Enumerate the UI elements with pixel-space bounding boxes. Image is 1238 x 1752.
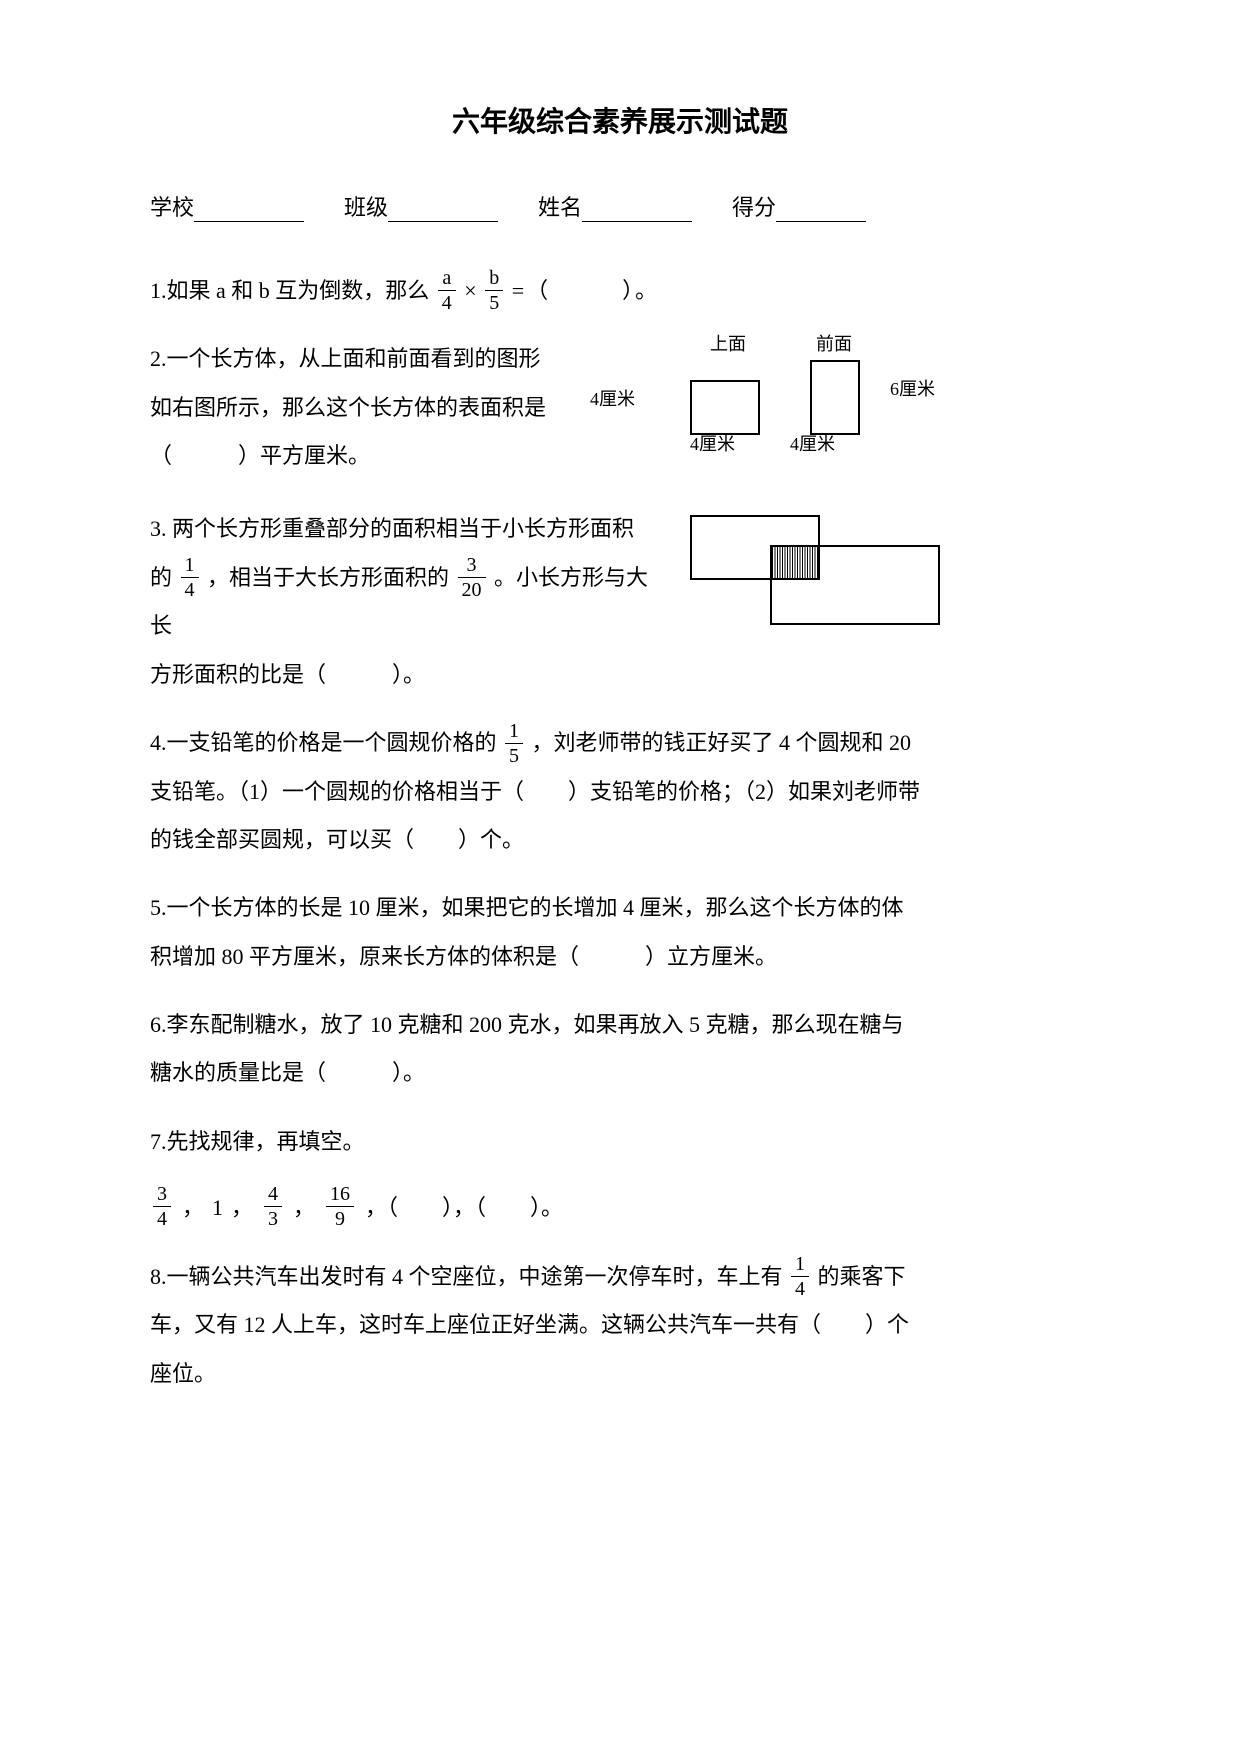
frac-den: 20 [458,578,486,600]
header-row: 学校 班级 姓名 得分 [150,190,1090,222]
q6-line2: 糖水的质量比是（ ）。 [150,1049,1090,1097]
q2-bottom-labels: 4厘米 4厘米 [690,425,835,465]
question-1: 1.如果 a 和 b 互为倒数，那么 a 4 × b 5 =（ ）。 [150,267,1090,315]
q7-blanks: ，（ ），（ ）。 [365,1184,563,1232]
question-8: 8.一辆公共汽车出发时有 4 个空座位，中途第一次停车时，车上有 1 4 的乘客… [150,1253,1090,1398]
question-7: 7.先找规律，再填空。 3 4 ， 1 ， 4 3 ， 16 9 ，（ ），（ … [150,1118,1090,1233]
q3-text: 3. 两个长方形重叠部分的面积相当于小长方形面积 的 1 4 ，相当于大长方形面… [150,505,670,699]
question-3: 3. 两个长方形重叠部分的面积相当于小长方形面积 的 1 4 ，相当于大长方形面… [150,505,1090,699]
q3-line3: 方形面积的比是（ ）。 [150,651,670,699]
comma: ， [231,1184,253,1232]
blank-school[interactable] [194,200,304,222]
q3-frac-14: 1 4 [181,555,199,600]
question-5: 5.一个长方体的长是 10 厘米，如果把它的长增加 4 厘米，那么这个长方体的体… [150,884,1090,981]
label-4cm-b1: 4厘米 [690,425,735,465]
q8-pre: 8.一辆公共汽车出发时有 4 个空座位，中途第一次停车时，车上有 [150,1264,788,1289]
field-score: 得分 [732,190,866,222]
frac-den: 4 [181,578,199,600]
blank-score[interactable] [776,200,866,222]
label-4cm-left: 4厘米 [590,380,635,420]
label-top: 上面 [710,325,746,365]
q8-line2: 车，又有 12 人上车，这时车上座位正好坐满。这辆公共汽车一共有（ ）个 [150,1301,1090,1349]
q2-line3: （ ）平方厘米。 [150,432,580,480]
q8-line3: 座位。 [150,1350,1090,1398]
rect-overlap [770,545,820,580]
comma: ， [293,1184,315,1232]
label-score: 得分 [732,190,776,222]
question-6: 6.李东配制糖水，放了 10 克糖和 200 克水，如果再放入 5 克糖，那么现… [150,1001,1090,1098]
q7-frac-169: 16 9 [326,1184,354,1229]
frac-den: 5 [505,744,523,766]
q4-line2: 支铅笔。（1）一个圆规的价格相当于（ ）支铅笔的价格；（2）如果刘老师带 [150,768,1090,816]
box-front-view [810,360,860,435]
label-4cm-b2: 4厘米 [790,425,835,465]
frac-den: 3 [264,1207,282,1229]
q1-pre: 1.如果 a 和 b 互为倒数，那么 [150,278,435,303]
q3-l2b: ，相当于大长方形面积的 [207,565,449,590]
label-6cm-right: 6厘米 [890,370,935,410]
q4-frac-15: 1 5 [505,721,523,766]
q5-line1: 5.一个长方体的长是 10 厘米，如果把它的长增加 4 厘米，那么这个长方体的体 [150,884,1090,932]
frac-num: 1 [791,1254,809,1277]
q3-line1: 3. 两个长方形重叠部分的面积相当于小长方形面积 [150,505,670,553]
frac-den: 9 [326,1207,354,1229]
q7-sequence: 3 4 ， 1 ， 4 3 ， 16 9 ，（ ），（ ）。 [150,1184,1090,1232]
q3-line2: 的 1 4 ，相当于大长方形面积的 3 20 。小长方形与大长 [150,554,670,651]
q8-frac-14: 1 4 [791,1254,809,1299]
q1-times: × [464,278,476,303]
frac-num: a [438,268,456,291]
q4-line1: 4.一支铅笔的价格是一个圆规价格的 1 5 ，刘老师带的钱正好买了 4 个圆规和… [150,719,1090,767]
frac-num: 3 [153,1184,171,1207]
question-2: 2.一个长方体，从上面和前面看到的图形 如右图所示，那么这个长方体的表面积是 （… [150,335,1090,485]
frac-num: 3 [458,555,486,578]
q4-mid: ，刘老师带的钱正好买了 4 个圆规和 20 [532,730,912,755]
frac-den: 5 [485,291,503,313]
page-title: 六年级综合素养展示测试题 [150,100,1090,140]
q3-frac-320: 3 20 [458,555,486,600]
q6-line1: 6.李东配制糖水，放了 10 克糖和 200 克水，如果再放入 5 克糖，那么现… [150,1001,1090,1049]
field-class: 班级 [344,190,498,222]
frac-den: 4 [153,1207,171,1229]
q7-one: 1 [212,1184,223,1232]
field-school: 学校 [150,190,304,222]
label-class: 班级 [344,190,388,222]
blank-name[interactable] [582,200,692,222]
q2-top-labels: 上面 前面 [710,325,852,365]
q2-line1: 2.一个长方体，从上面和前面看到的图形 [150,335,580,383]
q3-l2a: 的 [150,565,172,590]
frac-num: 16 [326,1184,354,1207]
q2-text: 2.一个长方体，从上面和前面看到的图形 如右图所示，那么这个长方体的表面积是 （… [150,335,580,480]
label-school: 学校 [150,190,194,222]
q4-pre: 4.一支铅笔的价格是一个圆规价格的 [150,730,497,755]
q4-line3: 的钱全部买圆规，可以买（ ）个。 [150,816,1090,864]
frac-num: 1 [505,721,523,744]
blank-class[interactable] [388,200,498,222]
q8-mid: 的乘客下 [818,1264,906,1289]
q8-line1: 8.一辆公共汽车出发时有 4 个空座位，中途第一次停车时，车上有 1 4 的乘客… [150,1253,1090,1301]
comma: ， [182,1184,204,1232]
frac-num: b [485,268,503,291]
frac-den: 4 [791,1277,809,1299]
q1-frac-a4: a 4 [438,268,456,313]
q2-boxes [690,360,860,435]
label-name: 姓名 [538,190,582,222]
page-content: 六年级综合素养展示测试题 学校 班级 姓名 得分 1.如果 a 和 b 互为倒数… [150,100,1090,1418]
q5-line2: 积增加 80 平方厘米，原来长方体的体积是（ ）立方厘米。 [150,933,1090,981]
question-4: 4.一支铅笔的价格是一个圆规价格的 1 5 ，刘老师带的钱正好买了 4 个圆规和… [150,719,1090,864]
q1-post: =（ ）。 [512,278,659,303]
frac-num: 4 [264,1184,282,1207]
frac-den: 4 [438,291,456,313]
q7-frac-43: 4 3 [264,1184,282,1229]
frac-num: 1 [181,555,199,578]
q7-line1: 7.先找规律，再填空。 [150,1118,1090,1166]
label-front: 前面 [816,325,852,365]
field-name: 姓名 [538,190,692,222]
q1-frac-b5: b 5 [485,268,503,313]
q2-line2: 如右图所示，那么这个长方体的表面积是 [150,384,580,432]
q7-frac-34: 3 4 [153,1184,171,1229]
q3-diagram [680,505,960,635]
